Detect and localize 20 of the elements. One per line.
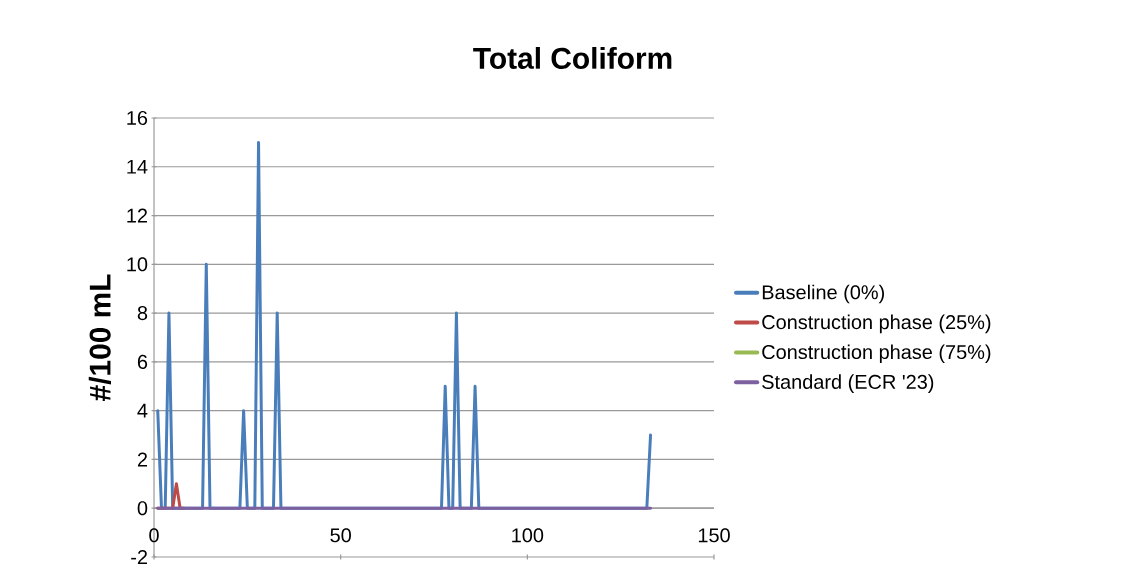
y-tick-label: 6 [137,354,148,369]
legend-label: Standard (ECR '23) [762,374,934,393]
y-tick-label: -2 [131,550,147,564]
y-axis-title: #/100 mL [88,274,112,401]
x-tick-label: 50 [330,528,351,543]
x-tick-label: 0 [149,528,159,543]
y-tick-label: 16 [127,110,148,126]
y-tick-label: 2 [137,452,147,467]
chart-title: Total Coliform [473,47,672,69]
y-tick-label: 10 [127,257,148,272]
legend-label: Construction phase (25%) [762,314,991,334]
y-tick-label: 8 [137,306,148,321]
y-tick-label: 4 [137,403,148,418]
y-tick-label: 14 [127,159,148,174]
x-tick-label: 100 [512,528,544,543]
legend-label: Construction phase (75%) [762,344,991,364]
y-tick-label: 12 [127,208,147,223]
legend-label: Baseline (0%) [762,284,884,304]
y-tick-label: 0 [137,501,148,516]
x-tick-label: 150 [698,528,730,543]
